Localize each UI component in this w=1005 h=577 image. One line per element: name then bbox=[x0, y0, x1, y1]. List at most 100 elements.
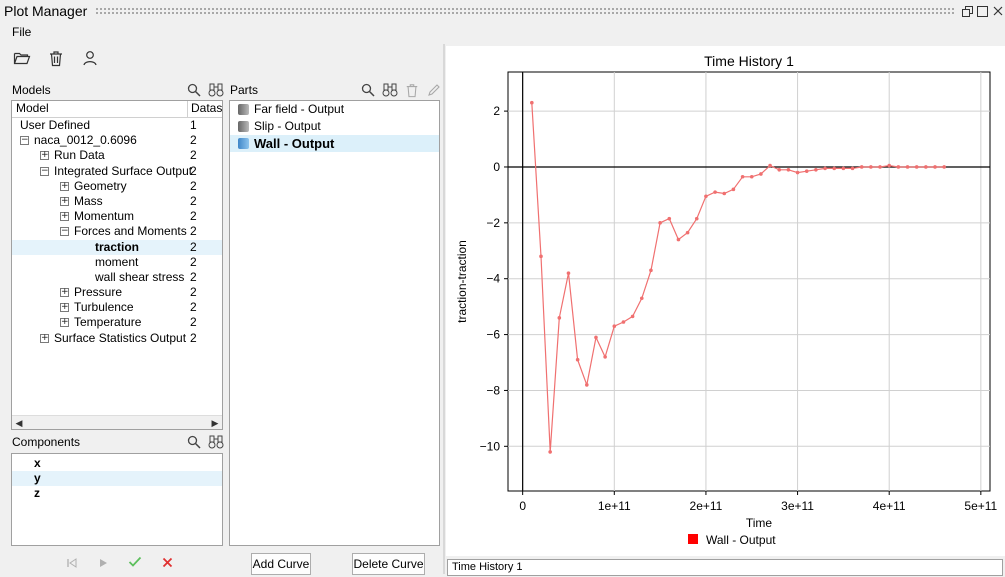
data-point[interactable] bbox=[814, 167, 818, 172]
cancel-icon[interactable] bbox=[162, 557, 173, 571]
expand-icon[interactable]: + bbox=[60, 302, 69, 313]
scroll-left-icon[interactable]: ◀ bbox=[15, 418, 23, 428]
component-item[interactable]: x bbox=[34, 456, 41, 470]
expand-icon[interactable]: + bbox=[60, 287, 69, 298]
expand-icon[interactable]: + bbox=[40, 150, 49, 161]
series-line[interactable] bbox=[531, 102, 945, 452]
search-icon[interactable] bbox=[186, 82, 202, 98]
data-point[interactable] bbox=[749, 174, 754, 179]
data-point[interactable] bbox=[933, 165, 937, 169]
data-point[interactable] bbox=[850, 166, 855, 171]
restore-icon[interactable] bbox=[960, 4, 975, 19]
data-point[interactable] bbox=[759, 172, 763, 176]
data-point[interactable] bbox=[658, 221, 662, 225]
collapse-icon[interactable]: − bbox=[60, 226, 69, 237]
tree-row[interactable]: − Forces and Moments 2 bbox=[12, 224, 222, 239]
models-tree[interactable]: Model Datas User Defined 1− naca_0012_0.60… bbox=[11, 100, 223, 430]
data-point[interactable] bbox=[649, 268, 653, 273]
data-point[interactable] bbox=[823, 166, 827, 171]
tree-row[interactable]: + Turbulence 2 bbox=[12, 300, 222, 315]
data-point[interactable] bbox=[914, 165, 919, 169]
expand-icon[interactable]: + bbox=[60, 211, 69, 222]
data-point[interactable] bbox=[859, 165, 864, 169]
data-point[interactable] bbox=[713, 190, 717, 194]
collapse-icon[interactable]: − bbox=[20, 135, 29, 146]
play-icon[interactable] bbox=[98, 557, 108, 571]
data-point[interactable] bbox=[887, 163, 892, 168]
data-point[interactable] bbox=[768, 163, 772, 168]
tree-row[interactable]: + Mass 2 bbox=[12, 194, 222, 209]
data-point[interactable] bbox=[795, 170, 800, 175]
add-curve-button[interactable]: Add Curve bbox=[251, 553, 311, 575]
data-point[interactable] bbox=[585, 383, 589, 387]
expand-icon[interactable]: + bbox=[40, 332, 49, 343]
tree-row[interactable]: − naca_0012_0.6096 2 bbox=[12, 133, 222, 148]
tree-row[interactable]: User Defined 1 bbox=[12, 118, 222, 133]
data-point[interactable] bbox=[804, 169, 809, 173]
trash-icon[interactable] bbox=[404, 82, 420, 98]
scroll-right-icon[interactable]: ▶ bbox=[211, 418, 219, 428]
data-point[interactable] bbox=[676, 237, 681, 242]
part-item[interactable]: Wall - Output bbox=[230, 135, 439, 152]
data-point[interactable] bbox=[869, 165, 873, 169]
tree-row[interactable]: + Run Data 2 bbox=[12, 148, 222, 163]
data-point[interactable] bbox=[539, 254, 543, 259]
part-item[interactable]: Far field - Output bbox=[230, 101, 439, 118]
binoculars-icon[interactable] bbox=[208, 434, 224, 450]
column-header-datasets[interactable]: Datas bbox=[191, 101, 222, 115]
search-icon[interactable] bbox=[360, 82, 376, 98]
data-point[interactable] bbox=[594, 335, 598, 340]
collapse-icon[interactable]: − bbox=[40, 165, 49, 176]
skip-start-icon[interactable] bbox=[66, 557, 78, 571]
data-point[interactable] bbox=[621, 320, 626, 324]
expand-icon[interactable]: + bbox=[60, 180, 69, 191]
accept-icon[interactable] bbox=[128, 556, 142, 571]
tree-row[interactable]: + Momentum 2 bbox=[12, 209, 222, 224]
tree-row[interactable]: − Integrated Surface Output 2 bbox=[12, 164, 222, 179]
component-item[interactable]: y bbox=[12, 471, 222, 486]
data-point[interactable] bbox=[841, 166, 846, 171]
tree-row[interactable]: + Geometry 2 bbox=[12, 179, 222, 194]
open-folder-icon[interactable] bbox=[12, 48, 32, 68]
data-point[interactable] bbox=[896, 165, 901, 169]
data-point[interactable] bbox=[722, 191, 727, 196]
search-icon[interactable] bbox=[186, 434, 202, 450]
data-point[interactable] bbox=[603, 355, 607, 359]
binoculars-icon[interactable] bbox=[208, 82, 224, 98]
close-icon[interactable] bbox=[990, 4, 1005, 19]
trash-icon[interactable] bbox=[46, 48, 66, 68]
edit-pencil-icon[interactable] bbox=[426, 82, 442, 98]
data-point[interactable] bbox=[731, 187, 736, 192]
data-point[interactable] bbox=[612, 324, 617, 328]
data-point[interactable] bbox=[685, 230, 690, 235]
data-point[interactable] bbox=[667, 216, 672, 221]
delete-curve-button[interactable]: Delete Curve bbox=[352, 553, 425, 575]
data-point[interactable] bbox=[557, 316, 562, 320]
drag-grip[interactable] bbox=[95, 6, 954, 16]
component-item[interactable]: z bbox=[34, 486, 40, 500]
data-point[interactable] bbox=[566, 271, 571, 275]
data-point[interactable] bbox=[878, 165, 882, 169]
horizontal-scrollbar[interactable]: ◀ ▶ bbox=[12, 415, 222, 429]
time-history-chart[interactable]: 0 1e+11 2e+11 3e+11 4e+11 5e+11 2 0 −2 −4 −6 −8 −10 T… bbox=[446, 46, 1005, 556]
expand-icon[interactable]: + bbox=[60, 317, 69, 328]
data-point[interactable] bbox=[905, 165, 910, 169]
binoculars-icon[interactable] bbox=[382, 82, 398, 98]
tree-row[interactable]: + Surface Statistics Output 2 bbox=[12, 331, 222, 346]
menu-file[interactable]: File bbox=[12, 25, 32, 39]
data-point[interactable] bbox=[530, 100, 534, 105]
data-point[interactable] bbox=[575, 357, 580, 362]
user-icon[interactable] bbox=[80, 48, 100, 68]
data-point[interactable] bbox=[777, 167, 782, 172]
data-point[interactable] bbox=[832, 166, 837, 171]
part-item[interactable]: Slip - Output bbox=[230, 118, 439, 135]
column-header-model[interactable]: Model bbox=[12, 101, 188, 117]
tree-row[interactable]: + Pressure 2 bbox=[12, 285, 222, 300]
expand-icon[interactable]: + bbox=[60, 195, 69, 206]
tree-row[interactable]: wall shear stress 2 bbox=[12, 270, 222, 285]
maximize-icon[interactable] bbox=[975, 4, 990, 19]
tree-row[interactable]: + Temperature 2 bbox=[12, 315, 222, 330]
data-point[interactable] bbox=[548, 450, 552, 454]
data-point[interactable] bbox=[630, 314, 635, 319]
